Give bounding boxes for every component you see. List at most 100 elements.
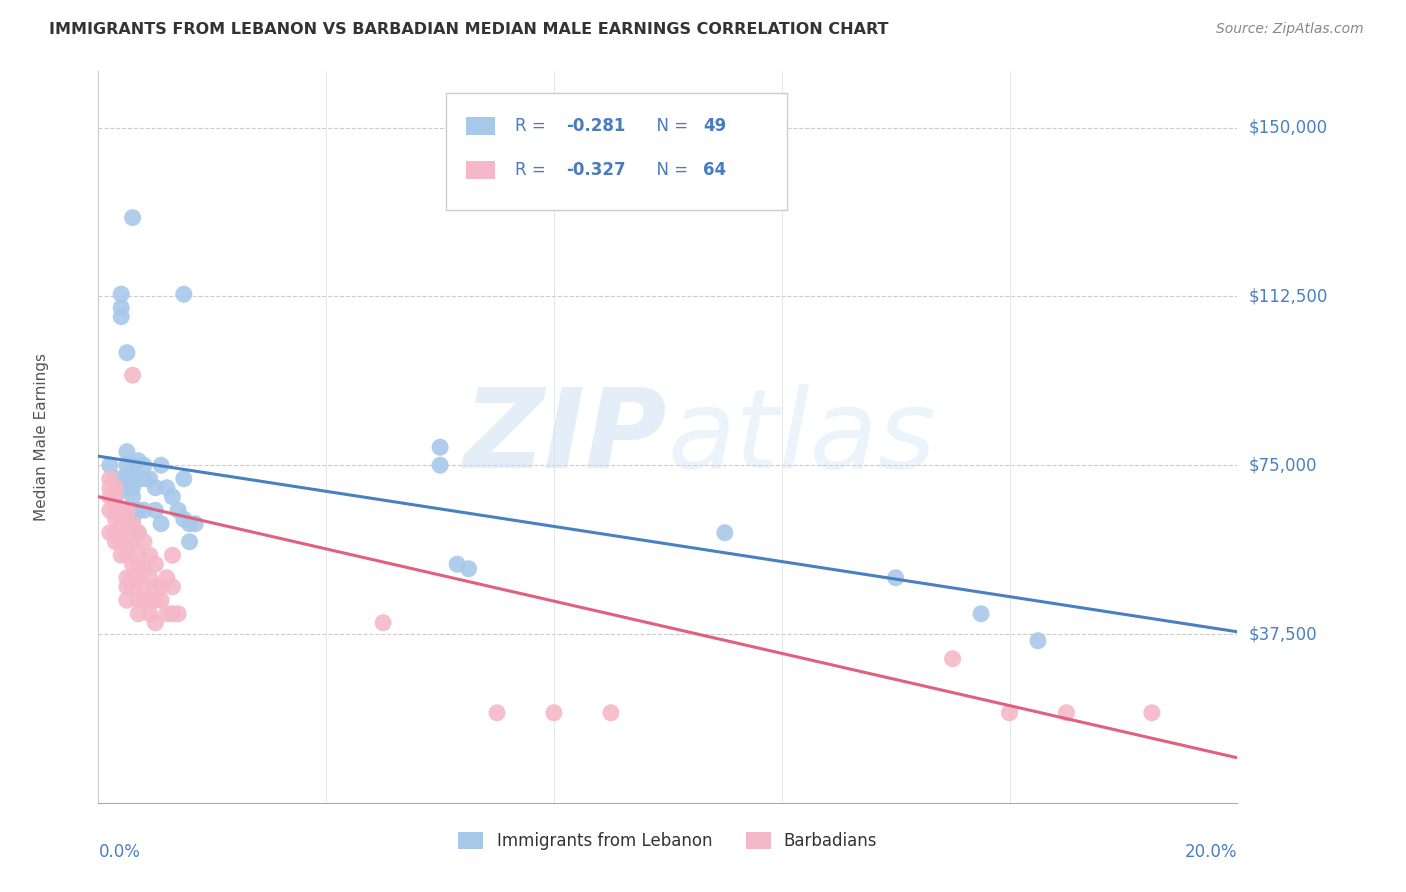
Bar bbox=[467, 161, 495, 179]
Point bbox=[121, 571, 143, 585]
Point bbox=[110, 301, 132, 315]
Point bbox=[162, 580, 184, 594]
Text: 20.0%: 20.0% bbox=[1185, 843, 1237, 861]
Text: Median Male Earnings: Median Male Earnings bbox=[34, 353, 49, 521]
Point bbox=[373, 615, 395, 630]
Point bbox=[486, 706, 509, 720]
Point bbox=[127, 472, 149, 486]
Point bbox=[110, 503, 132, 517]
Point bbox=[115, 548, 138, 562]
Point bbox=[138, 593, 160, 607]
Text: $75,000: $75,000 bbox=[1249, 456, 1317, 475]
Point bbox=[98, 481, 121, 495]
Point bbox=[167, 607, 190, 621]
Text: -0.327: -0.327 bbox=[567, 161, 626, 179]
Point bbox=[127, 503, 149, 517]
Text: 0.0%: 0.0% bbox=[98, 843, 141, 861]
Text: N =: N = bbox=[647, 117, 693, 136]
Point bbox=[115, 593, 138, 607]
Text: IMMIGRANTS FROM LEBANON VS BARBADIAN MEDIAN MALE EARNINGS CORRELATION CHART: IMMIGRANTS FROM LEBANON VS BARBADIAN MED… bbox=[49, 22, 889, 37]
Point bbox=[127, 607, 149, 621]
Point bbox=[138, 607, 160, 621]
Point bbox=[98, 472, 121, 486]
Text: $150,000: $150,000 bbox=[1249, 119, 1327, 136]
Point bbox=[127, 562, 149, 576]
Text: $112,500: $112,500 bbox=[1249, 287, 1327, 305]
Point bbox=[121, 512, 143, 526]
Point bbox=[179, 516, 201, 531]
Point bbox=[156, 607, 179, 621]
Point bbox=[138, 472, 160, 486]
Point bbox=[98, 525, 121, 540]
Point bbox=[121, 490, 143, 504]
Point bbox=[121, 580, 143, 594]
Point bbox=[132, 593, 155, 607]
Point bbox=[127, 593, 149, 607]
Point bbox=[1056, 706, 1078, 720]
Point bbox=[145, 503, 167, 517]
Point bbox=[150, 580, 173, 594]
Text: ZIP: ZIP bbox=[464, 384, 668, 491]
Point bbox=[132, 534, 155, 549]
Point bbox=[150, 516, 173, 531]
Point bbox=[121, 368, 143, 383]
Point bbox=[162, 607, 184, 621]
Point bbox=[115, 467, 138, 482]
Point bbox=[998, 706, 1021, 720]
Point bbox=[446, 558, 468, 572]
Point bbox=[115, 444, 138, 458]
Bar bbox=[446, 94, 787, 211]
Point bbox=[121, 558, 143, 572]
Point bbox=[145, 558, 167, 572]
Point bbox=[121, 481, 143, 495]
Point bbox=[115, 503, 138, 517]
Point bbox=[138, 548, 160, 562]
Point bbox=[121, 503, 143, 517]
Point bbox=[145, 580, 167, 594]
Point bbox=[104, 534, 127, 549]
Point bbox=[1140, 706, 1163, 720]
Point bbox=[884, 571, 907, 585]
Point bbox=[127, 571, 149, 585]
Point bbox=[156, 571, 179, 585]
Point bbox=[104, 490, 127, 504]
Point bbox=[162, 490, 184, 504]
Point bbox=[132, 580, 155, 594]
Point bbox=[173, 512, 195, 526]
Point bbox=[429, 440, 451, 454]
Point bbox=[127, 525, 149, 540]
Point bbox=[1026, 633, 1049, 648]
Point bbox=[115, 516, 138, 531]
Point bbox=[132, 458, 155, 473]
Point bbox=[115, 481, 138, 495]
Point bbox=[942, 652, 965, 666]
Point bbox=[104, 512, 127, 526]
Point bbox=[138, 571, 160, 585]
Point bbox=[104, 481, 127, 495]
Point bbox=[115, 458, 138, 473]
Point bbox=[110, 548, 132, 562]
Point bbox=[127, 548, 149, 562]
Point bbox=[429, 458, 451, 473]
Point bbox=[110, 287, 132, 301]
Point bbox=[132, 562, 155, 576]
Text: R =: R = bbox=[515, 117, 551, 136]
Point bbox=[714, 525, 737, 540]
Point bbox=[121, 516, 143, 531]
Point bbox=[115, 345, 138, 359]
Point bbox=[104, 503, 127, 517]
Point bbox=[104, 490, 127, 504]
Point bbox=[150, 593, 173, 607]
Point bbox=[98, 490, 121, 504]
Text: 49: 49 bbox=[703, 117, 727, 136]
Point bbox=[543, 706, 565, 720]
Point bbox=[110, 525, 132, 540]
Point bbox=[173, 472, 195, 486]
Point bbox=[145, 481, 167, 495]
Point bbox=[150, 458, 173, 473]
Point bbox=[127, 453, 149, 467]
Point bbox=[98, 503, 121, 517]
Text: Source: ZipAtlas.com: Source: ZipAtlas.com bbox=[1216, 22, 1364, 37]
Point bbox=[104, 481, 127, 495]
Point bbox=[121, 534, 143, 549]
